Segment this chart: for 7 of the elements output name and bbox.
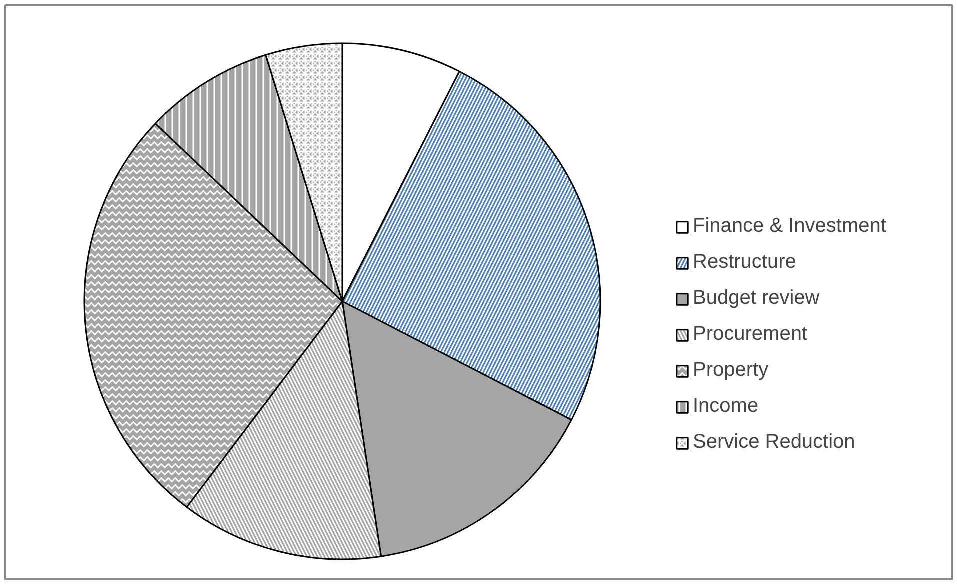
legend-label: Income [693, 395, 759, 418]
legend-label: Finance & Investment [693, 215, 886, 238]
legend-label: Procurement [693, 323, 808, 346]
legend-label: Service Reduction [693, 431, 856, 454]
legend-label: Property [693, 359, 769, 382]
legend-label: Restructure [693, 251, 796, 274]
legend-label: Budget review [693, 287, 820, 310]
